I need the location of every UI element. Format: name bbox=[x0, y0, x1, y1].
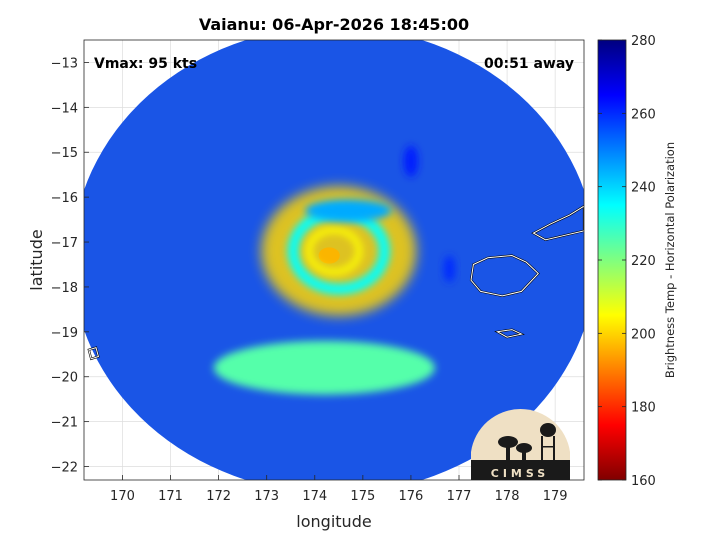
x-tick-label: 177 bbox=[447, 489, 472, 504]
y-tick-label: −17 bbox=[51, 236, 78, 251]
x-tick-labels: 170 171 172 173 174 175 176 177 178 179 bbox=[110, 475, 568, 504]
colorbar-tick-labels: 160 180 200 220 240 260 280 bbox=[598, 34, 656, 489]
feature-inner-ring bbox=[305, 227, 363, 276]
coastlines bbox=[87, 204, 584, 361]
island-kadavu bbox=[495, 329, 524, 338]
y-tick-labels: −13 −14 −15 −16 −17 −18 −19 −20 −21 −22 bbox=[51, 56, 89, 476]
y-axis-label: latitude bbox=[27, 229, 46, 290]
y-tick-label: −13 bbox=[51, 56, 78, 71]
x-tick-label: 171 bbox=[158, 489, 183, 504]
colorbar-tick-label: 260 bbox=[631, 107, 656, 122]
feature-convection-east bbox=[443, 255, 456, 283]
y-tick-label: −22 bbox=[51, 461, 78, 476]
vmax-annotation: Vmax: 95 kts bbox=[94, 56, 197, 72]
island-viti-levu bbox=[470, 254, 540, 297]
x-tick-label: 176 bbox=[399, 489, 424, 504]
feature-rainband-south bbox=[213, 340, 435, 395]
colorbar-tick-label: 180 bbox=[631, 401, 656, 416]
x-tick-label: 174 bbox=[302, 489, 327, 504]
x-tick-label: 173 bbox=[254, 489, 279, 504]
feature-rainband-north bbox=[305, 199, 392, 222]
colorbar-tick-label: 160 bbox=[631, 474, 656, 489]
y-tick-label: −21 bbox=[51, 416, 78, 431]
axes-frame bbox=[83, 39, 585, 481]
brightness-features bbox=[213, 145, 456, 395]
island-west-small bbox=[88, 346, 100, 360]
x-tick-label: 175 bbox=[350, 489, 375, 504]
x-tick-label: 172 bbox=[206, 489, 231, 504]
y-tick-label: −18 bbox=[51, 281, 78, 296]
cimss-logo-text: CIMSS bbox=[491, 467, 549, 480]
island-vanua-levu bbox=[532, 205, 584, 241]
y-tick-label: −16 bbox=[51, 191, 78, 206]
colorbar-tick-label: 240 bbox=[631, 181, 656, 196]
colorbar-tick-label: 200 bbox=[631, 327, 656, 342]
colorbar-tick-label: 220 bbox=[631, 254, 656, 269]
y-tick-label: −20 bbox=[51, 371, 78, 386]
y-tick-label: −19 bbox=[51, 326, 78, 341]
x-tick-label: 170 bbox=[110, 489, 135, 504]
colorbar-label: Brightness Temp - Horizontal Polarizatio… bbox=[663, 142, 677, 378]
chart-title: Vaianu: 06-Apr-2026 18:45:00 bbox=[199, 15, 469, 34]
colorbar bbox=[597, 39, 627, 481]
y-tick-label: −14 bbox=[51, 101, 78, 116]
colorbar-tick-label: 280 bbox=[631, 34, 656, 49]
feature-convection-northeast bbox=[403, 145, 419, 177]
cimss-logo: CIMSS bbox=[471, 409, 570, 480]
x-tick-label: 179 bbox=[543, 489, 568, 504]
y-tick-label: −15 bbox=[51, 146, 78, 161]
x-axis-label: longitude bbox=[296, 512, 371, 531]
x-tick-label: 178 bbox=[495, 489, 520, 504]
time-away-annotation: 00:51 away bbox=[484, 56, 574, 72]
